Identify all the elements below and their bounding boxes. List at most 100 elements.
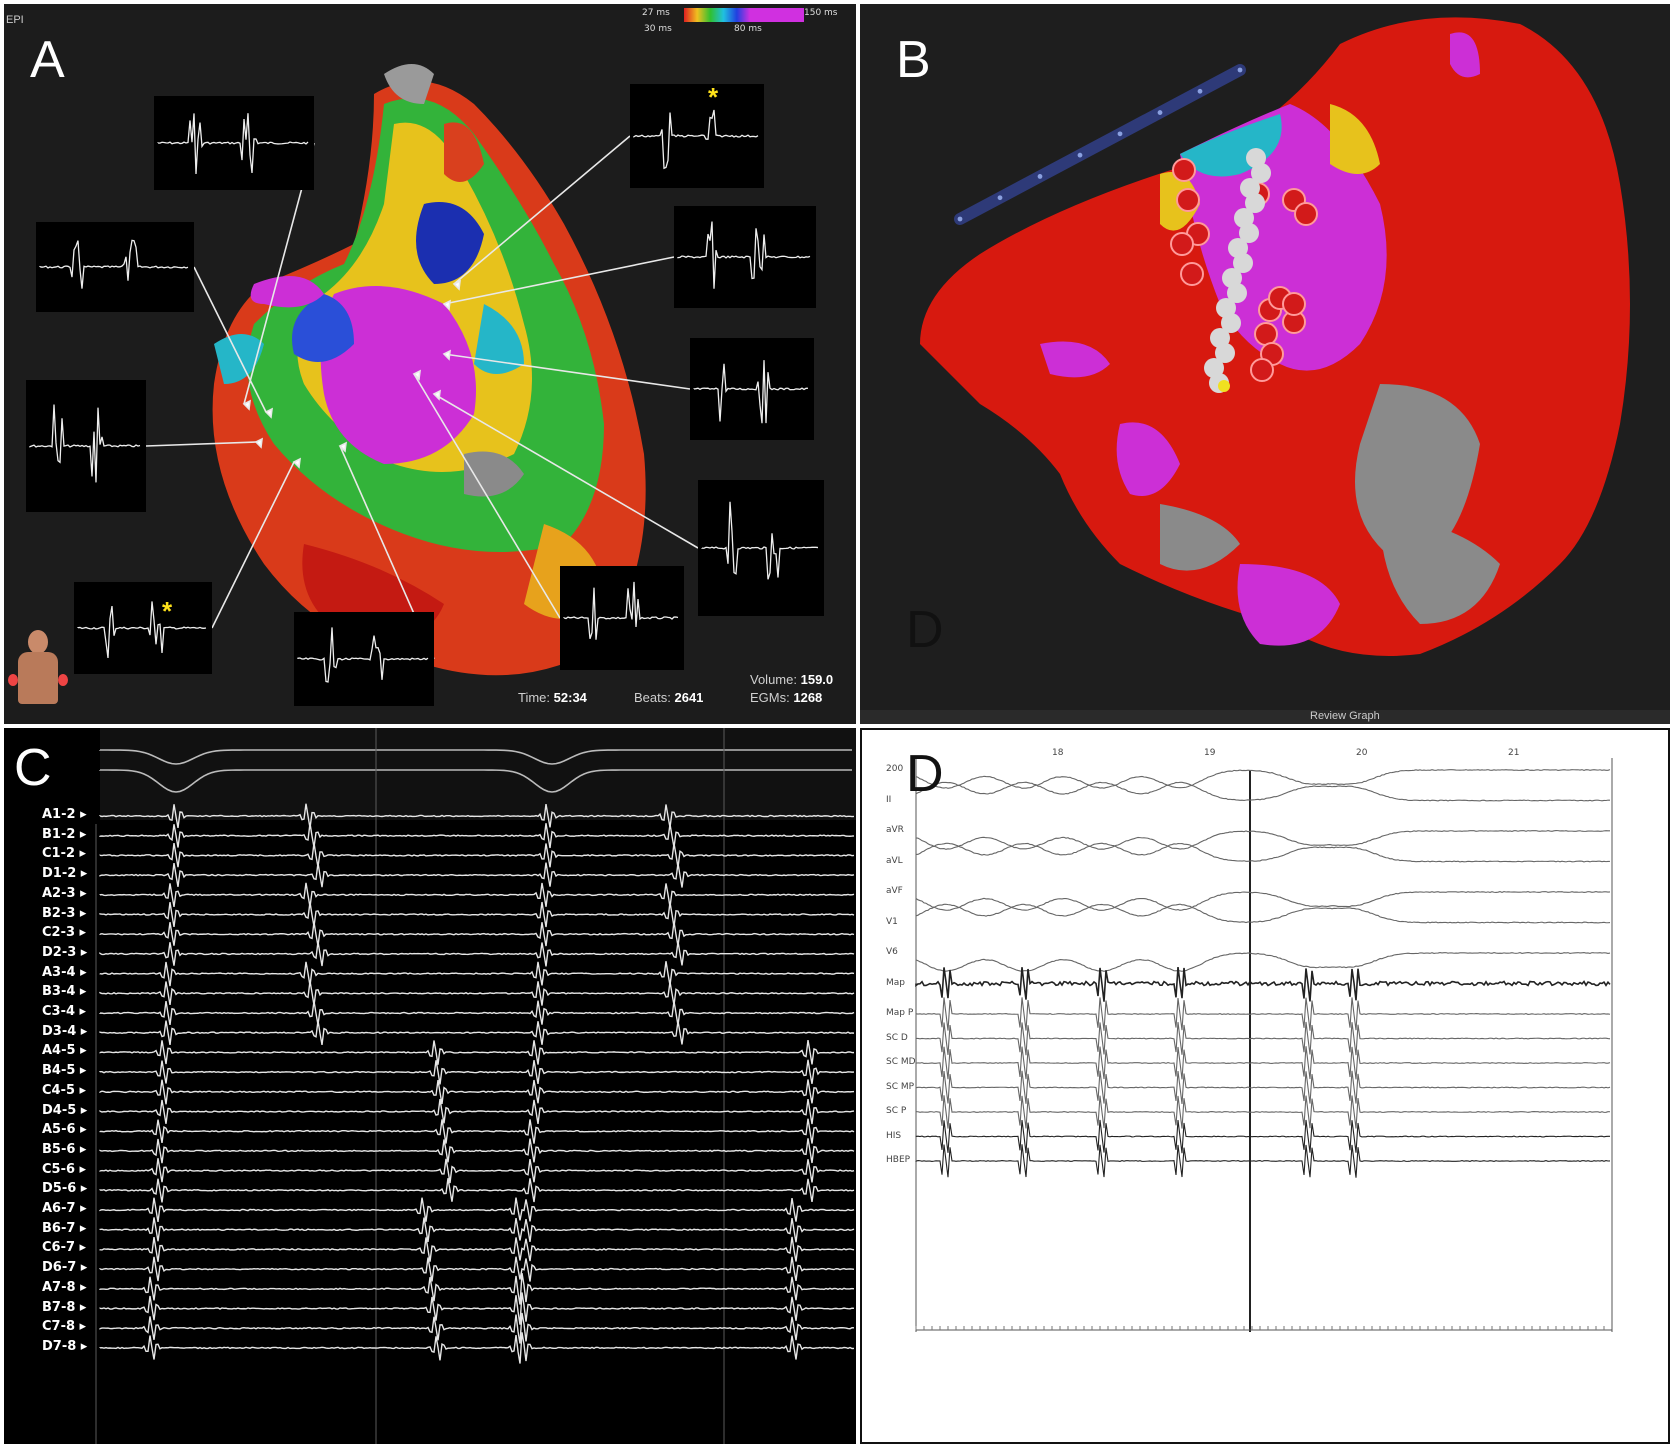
lead-label: 200 [886, 764, 904, 774]
electrogram-trace [99, 980, 855, 1006]
channel-label: D7-8 ▸ [42, 1338, 88, 1354]
egm-connector-line [453, 135, 631, 285]
channel-label: A6-7 ▸ [42, 1201, 87, 1216]
ablation-lesion-white[interactable] [1221, 313, 1241, 333]
channel-label: D2-3 ▸ [42, 944, 88, 960]
electrogram-trace [99, 1079, 855, 1105]
egm-connector-line [433, 393, 699, 549]
egm-connector-line [211, 461, 295, 629]
ablation-lesion-white[interactable] [1233, 253, 1253, 273]
electrogram-trace [99, 961, 855, 987]
arrow-head [292, 457, 301, 469]
electrogram-trace [99, 1236, 855, 1262]
review-graph-tab[interactable]: Review Graph [1310, 710, 1380, 722]
ablation-lesion-red[interactable] [1180, 262, 1204, 286]
electrogram-trace [99, 1273, 855, 1305]
lead-label: aVL [886, 855, 903, 866]
channel-label: B5-6 ▸ [42, 1141, 87, 1157]
lead-label: II [886, 794, 892, 805]
asterisk-marker: * [162, 596, 173, 626]
lead-label: V1 [886, 916, 898, 927]
electrogram-trace [99, 882, 855, 908]
egm-trace [39, 239, 189, 289]
lead-trace [915, 952, 1611, 972]
panel-b-voltage-map: B D Review Graph [860, 4, 1670, 724]
electrogram-trace [99, 823, 855, 849]
egm-connector-line [443, 353, 691, 390]
catheter-electrode [957, 216, 963, 222]
egm-connector-line [413, 373, 561, 619]
lead-label: SC D [886, 1032, 908, 1043]
panel-letter-c: C [14, 739, 52, 797]
ablation-lesion-red[interactable] [1282, 292, 1306, 316]
egm-trace [693, 360, 809, 424]
channel-label: C5-6 ▸ [42, 1161, 87, 1177]
electrogram-trace [99, 862, 855, 888]
lead-label: V6 [886, 947, 898, 957]
lead-label: aVF [886, 886, 903, 896]
ablation-lesion-yellow[interactable] [1218, 380, 1230, 392]
channel-label: D6-7 ▸ [42, 1260, 88, 1276]
lead-trace [915, 967, 1611, 1002]
ablation-lesion-white[interactable] [1239, 223, 1259, 243]
lead-label: Map P [886, 1008, 914, 1018]
electrogram-trace [99, 941, 855, 967]
lead-trace [915, 769, 1611, 789]
ablation-lesion-white[interactable] [1245, 193, 1265, 213]
egm-trace [77, 601, 207, 659]
catheter-electrode [1197, 88, 1203, 94]
torso-orientation-icon[interactable] [8, 630, 70, 714]
channel-label: A3-4 ▸ [42, 964, 87, 980]
egm-connector-line [193, 266, 267, 413]
panel-a-epicardial-map: A EPI 27 ms 30 ms 80 ms 150 ms * * Time:… [4, 4, 856, 724]
colorbar-max-label: 150 ms [804, 8, 838, 18]
ablation-lesion-red[interactable] [1176, 188, 1200, 212]
ablation-lesion-red[interactable] [1170, 232, 1194, 256]
arrow-head [338, 441, 347, 453]
ablation-lesion-white[interactable] [1215, 343, 1235, 363]
egm-trace [29, 404, 141, 483]
lead-trace [915, 891, 1611, 911]
asterisk-marker: * [708, 82, 719, 112]
channel-label: B3-4 ▸ [42, 984, 87, 1000]
surface-ecg-trace [99, 749, 852, 765]
electrogram-trace [99, 1118, 855, 1144]
electrogram-trace [99, 1312, 855, 1344]
ablation-lesion-red[interactable] [1294, 202, 1318, 226]
panel-letter-d: D [906, 745, 944, 803]
panel-c-multielectrode-recording: C A1-2 ▸ B1-2 ▸ C1-2 ▸ D1-2 ▸ A2-3 ▸ B2-3 ▸ C2… [4, 728, 856, 1444]
electrogram-trace [99, 1098, 855, 1125]
lead-label: HBEP [886, 1155, 911, 1165]
ablation-lesion-white[interactable] [1251, 163, 1271, 183]
electrogram-trace [99, 1217, 855, 1243]
egm-connector-line [145, 441, 257, 447]
channel-label: C7-8 ▸ [42, 1319, 87, 1335]
ablation-lesion-red[interactable] [1250, 358, 1274, 382]
arrow-head [442, 299, 451, 311]
electrogram-trace [99, 1040, 855, 1065]
egm-trace [297, 627, 429, 683]
status-volume: Volume: 159.0 [750, 672, 833, 687]
channel-label: A4-5 ▸ [42, 1043, 87, 1059]
voltage-map-render [860, 17, 1670, 724]
epicardial-activation-map [26, 64, 824, 706]
multielectrode-traces [95, 728, 856, 1444]
egm-connector-line [443, 256, 675, 305]
ablation-lesion-red[interactable] [1172, 158, 1196, 182]
electrogram-trace [99, 1197, 855, 1223]
electrogram-trace [99, 1292, 855, 1325]
electrogram-trace [99, 1178, 855, 1203]
ablation-lesion-red[interactable] [1254, 322, 1278, 346]
electrogram-trace [99, 842, 855, 868]
catheter-electrode [997, 195, 1003, 201]
beats-label: Beats: [634, 690, 671, 705]
channel-label: B4-5 ▸ [42, 1063, 87, 1079]
ablation-lesion-white[interactable] [1227, 283, 1247, 303]
arrow-head [452, 279, 461, 291]
ep-lead-traces [915, 758, 1613, 1332]
channel-label: C6-7 ▸ [42, 1240, 87, 1256]
arrow-head [442, 349, 451, 361]
arrow-head [412, 369, 421, 381]
status-egms: EGMs: 1268 [750, 690, 822, 705]
time-value: 52:34 [553, 690, 587, 705]
